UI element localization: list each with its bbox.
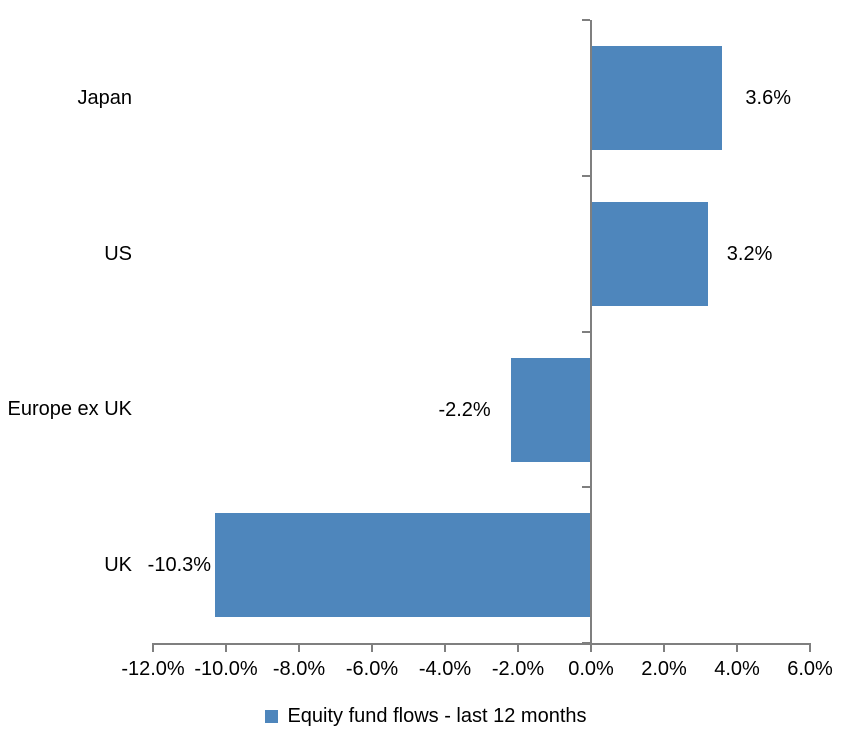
data-label: -10.3% — [147, 554, 212, 577]
legend-label: Equity fund flows - last 12 months — [287, 705, 587, 727]
data-label: -2.2% — [438, 398, 491, 421]
x-axis-line — [153, 643, 811, 645]
category-label: UK — [104, 554, 132, 577]
data-label: 3.6% — [745, 87, 791, 109]
y-axis-tick — [582, 330, 590, 333]
legend: Equity fund flows - last 12 months — [0, 706, 852, 726]
y-axis-tick — [582, 486, 590, 489]
x-axis-tick-label: 0.0% — [568, 658, 614, 680]
x-axis-tick-label: 4.0% — [714, 658, 760, 680]
x-axis-tick — [736, 643, 738, 652]
bar-japan — [591, 46, 723, 150]
x-axis-tick-label: -6.0% — [345, 658, 399, 680]
bar-europe-ex-uk — [510, 357, 591, 462]
x-axis-tick-label: 6.0% — [787, 658, 833, 680]
y-axis-line — [590, 20, 592, 652]
category-label: US — [104, 242, 132, 265]
y-axis-tick — [582, 19, 590, 21]
x-axis-tick — [298, 643, 300, 652]
x-axis-tick-label: 2.0% — [641, 658, 687, 680]
x-axis-tick — [444, 643, 446, 652]
legend-swatch-icon — [265, 709, 279, 723]
x-axis-tick — [371, 643, 373, 652]
x-axis-tick — [663, 643, 665, 652]
x-axis-tick — [590, 643, 592, 652]
category-label: Europe ex UK — [7, 398, 132, 421]
x-axis-tick — [225, 643, 227, 652]
category-label: Japan — [77, 86, 133, 109]
x-axis-tick-label: -4.0% — [418, 658, 472, 680]
x-axis-tick-label: -12.0% — [121, 658, 185, 680]
x-axis-tick-label: -2.0% — [491, 658, 545, 680]
x-axis-tick — [152, 643, 154, 652]
y-axis-tick — [582, 174, 590, 177]
x-axis-tick-label: -10.0% — [194, 658, 258, 680]
x-axis-tick-label: -8.0% — [272, 658, 326, 680]
data-label: 3.2% — [726, 242, 773, 265]
bar-us — [591, 201, 708, 306]
bar-uk — [215, 513, 591, 618]
x-axis-tick — [517, 643, 519, 652]
x-axis-tick — [809, 643, 811, 652]
